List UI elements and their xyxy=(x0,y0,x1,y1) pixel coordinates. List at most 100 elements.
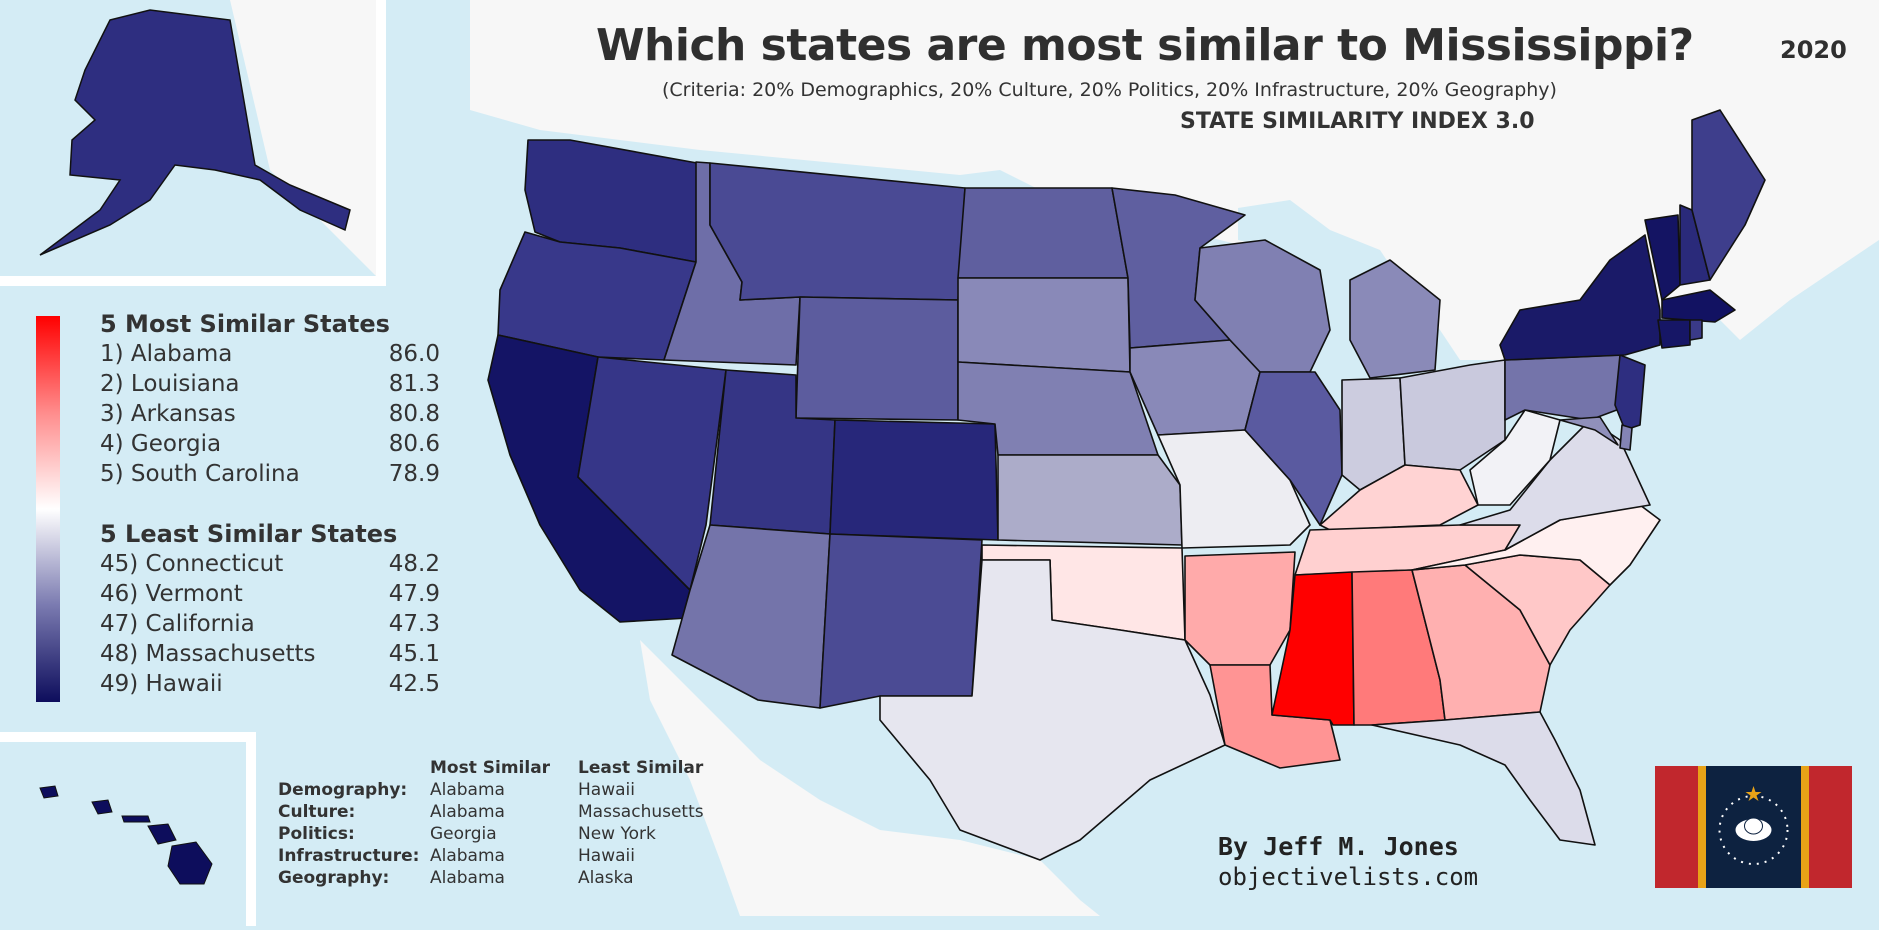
alaska-map xyxy=(39,0,376,276)
hawaii-island-kauai[interactable] xyxy=(39,785,59,799)
least-similar-state: Alaska xyxy=(578,868,634,888)
state-rank-label: 45) Connecticut xyxy=(100,551,284,577)
canada-land xyxy=(470,0,1879,360)
table-header: Most Similar Least Similar xyxy=(278,758,738,780)
similarity-score: 47.3 xyxy=(388,611,440,637)
similarity-score: 81.3 xyxy=(388,371,440,397)
table-row: Infrastructure: Alabama Hawaii xyxy=(278,846,738,868)
header-spacer xyxy=(278,758,430,780)
least-similar-list: 5 Least Similar States 45) Connecticut 4… xyxy=(100,520,440,701)
state-iowa[interactable] xyxy=(1129,339,1261,436)
category-breakdown-table: Most Similar Least Similar Demography: A… xyxy=(278,758,738,890)
list-item: 1) Alabama 86.0 xyxy=(100,341,440,371)
map-title: Which states are most similar to Mississ… xyxy=(596,20,1694,71)
most-similar-list: 5 Most Similar States 1) Alabama 86.0 2)… xyxy=(100,310,440,491)
list-item: 5) South Carolina 78.9 xyxy=(100,461,440,491)
state-colorado[interactable] xyxy=(829,419,999,541)
state-rank-label: 1) Alabama xyxy=(100,341,233,367)
state-michigan[interactable] xyxy=(1349,259,1441,379)
most-similar-heading: 5 Most Similar States xyxy=(100,310,390,338)
list-item: 46) Vermont 47.9 xyxy=(100,581,440,611)
mississippi-flag-image xyxy=(1655,766,1852,888)
similarity-score: 80.6 xyxy=(388,431,440,457)
state-delaware[interactable] xyxy=(1619,424,1633,451)
most-similar-state: Georgia xyxy=(430,824,497,844)
state-louisiana[interactable] xyxy=(1209,664,1341,769)
flag-star-ring xyxy=(1718,795,1789,865)
state-maine[interactable] xyxy=(1691,109,1766,281)
list-item: 3) Arkansas 80.8 xyxy=(100,401,440,431)
header-most-similar: Most Similar xyxy=(430,758,551,778)
flag-magnolia-petal xyxy=(1744,817,1763,835)
hawaii-inset xyxy=(0,732,256,926)
state-wyoming[interactable] xyxy=(795,296,959,421)
criteria-subtitle: (Criteria: 20% Demographics, 20% Culture… xyxy=(662,79,1557,101)
state-montana[interactable] xyxy=(709,162,966,301)
state-hawaii[interactable] xyxy=(167,841,213,885)
list-item: 4) Georgia 80.6 xyxy=(100,431,440,461)
table-row: Politics: Georgia New York xyxy=(278,824,738,846)
state-west-virginia[interactable] xyxy=(1469,409,1561,506)
state-connecticut[interactable] xyxy=(1657,319,1691,349)
state-texas[interactable] xyxy=(879,559,1226,861)
state-rank-label: 5) South Carolina xyxy=(100,461,300,487)
state-rank-label: 46) Vermont xyxy=(100,581,243,607)
header-least-similar: Least Similar xyxy=(578,758,704,778)
list-item: 49) Hawaii 42.5 xyxy=(100,671,440,701)
similarity-score: 42.5 xyxy=(388,671,440,697)
hawaii-island-oahu[interactable] xyxy=(91,799,113,815)
category-label: Politics: xyxy=(278,824,355,844)
least-similar-state: New York xyxy=(578,824,656,844)
state-illinois[interactable] xyxy=(1244,371,1343,526)
state-rank-label: 47) California xyxy=(100,611,255,637)
similarity-score: 86.0 xyxy=(388,341,440,367)
mississippi-flag xyxy=(1655,766,1852,888)
table-row: Demography: Alabama Hawaii xyxy=(278,780,738,802)
hawaii-island-maui[interactable] xyxy=(147,823,177,845)
alaska-land-bg xyxy=(230,0,376,276)
state-massachusetts[interactable] xyxy=(1661,289,1736,323)
state-pennsylvania[interactable] xyxy=(1504,354,1631,421)
list-item: 45) Connecticut 48.2 xyxy=(100,551,440,581)
author-credit: By Jeff M. Jones xyxy=(1218,832,1459,861)
similarity-score: 45.1 xyxy=(388,641,440,667)
most-similar-state: Alabama xyxy=(430,846,505,866)
category-label: Geography: xyxy=(278,868,390,888)
similarity-score: 78.9 xyxy=(388,461,440,487)
most-similar-state: Alabama xyxy=(430,868,505,888)
state-florida[interactable] xyxy=(1371,711,1596,846)
flag-gold-star xyxy=(1745,786,1762,801)
year-label: 2020 xyxy=(1780,36,1847,64)
state-rank-label: 3) Arkansas xyxy=(100,401,236,427)
website-link[interactable]: objectivelists.com xyxy=(1218,863,1479,891)
state-arkansas[interactable] xyxy=(1184,551,1296,666)
state-rhode-island[interactable] xyxy=(1689,319,1703,341)
flag-gold-stripe-left xyxy=(1698,766,1706,888)
state-north-dakota[interactable] xyxy=(957,187,1129,279)
state-rank-label: 48) Massachusetts xyxy=(100,641,316,667)
most-similar-state: Alabama xyxy=(430,780,505,800)
state-rank-label: 49) Hawaii xyxy=(100,671,223,697)
state-new-mexico[interactable] xyxy=(819,533,983,709)
color-scale-legend xyxy=(36,316,60,702)
state-nevada[interactable] xyxy=(577,356,727,591)
list-item: 2) Louisiana 81.3 xyxy=(100,371,440,401)
state-virginia[interactable] xyxy=(1459,419,1651,551)
table-row: Geography: Alabama Alaska xyxy=(278,868,738,890)
state-alaska[interactable] xyxy=(39,9,351,256)
hawaii-island-molokai[interactable] xyxy=(121,815,151,823)
similarity-score: 48.2 xyxy=(388,551,440,577)
flag-gold-stripe-right xyxy=(1801,766,1809,888)
alaska-inset xyxy=(0,0,386,286)
least-similar-state: Massachusetts xyxy=(578,802,704,822)
list-item: 48) Massachusetts 45.1 xyxy=(100,641,440,671)
state-maryland[interactable] xyxy=(1559,416,1619,446)
category-label: Culture: xyxy=(278,802,356,822)
least-similar-state: Hawaii xyxy=(578,780,635,800)
state-kansas[interactable] xyxy=(997,454,1183,546)
table-row: Culture: Alabama Massachusetts xyxy=(278,802,738,824)
state-south-dakota[interactable] xyxy=(957,277,1131,373)
state-new-jersey[interactable] xyxy=(1614,354,1646,431)
hawaii-map xyxy=(39,785,213,885)
